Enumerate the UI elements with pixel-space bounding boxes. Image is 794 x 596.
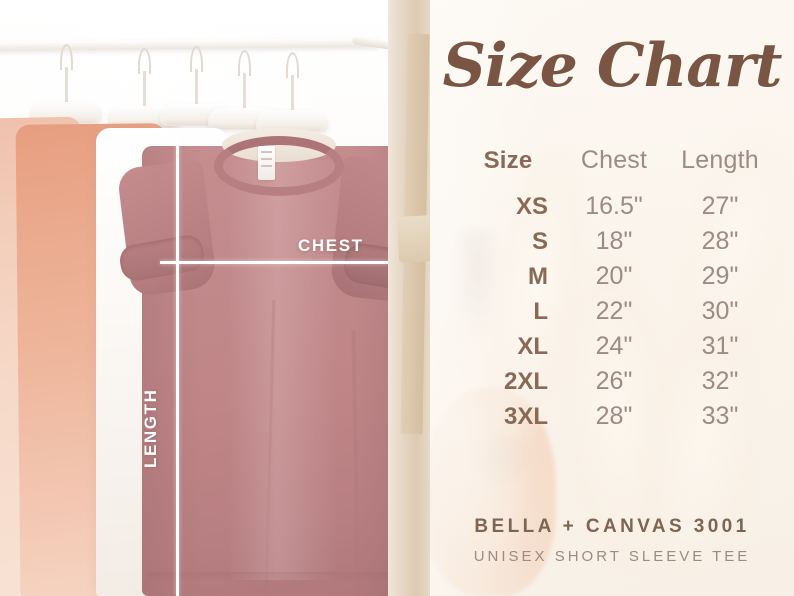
cell-chest: 28" <box>595 402 633 430</box>
cell-chest: 16.5" <box>585 192 643 220</box>
cell-size: S <box>531 228 548 255</box>
featured-tee <box>116 120 430 596</box>
cell-chest: 24" <box>595 332 633 360</box>
cell-length: 31" <box>701 332 739 360</box>
column-header-chest: Chest <box>580 146 648 174</box>
tee-highlight <box>228 160 338 580</box>
table-header-row: Size Chest Length <box>454 146 774 192</box>
product-photo: CHEST LENGTH <box>0 0 430 596</box>
length-label: LENGTH <box>141 388 160 468</box>
brand-name: BELLA + CANVAS 3001 <box>474 516 750 537</box>
cell-chest: 22" <box>595 297 633 325</box>
cell-length: 30" <box>701 297 739 325</box>
cell-length: 28" <box>701 227 739 255</box>
length-measurement-line <box>176 136 179 596</box>
table-row: M 20" 29" <box>454 262 774 297</box>
hanger-stem <box>65 67 68 105</box>
tee-care-tag <box>258 146 275 180</box>
hanger-hook-icon <box>190 46 203 72</box>
cell-length: 33" <box>701 402 739 430</box>
page-title: Size Chart <box>442 31 783 101</box>
hanger-hook-icon <box>60 44 73 70</box>
cell-chest: 26" <box>595 367 633 395</box>
cell-chest: 18" <box>595 227 633 255</box>
hanger-hook-icon <box>138 48 151 74</box>
hanger-bar <box>256 110 328 132</box>
column-header-length: Length <box>681 146 759 174</box>
cell-length: 27" <box>701 192 739 220</box>
hanger-stem <box>195 69 198 107</box>
chest-measurement-line <box>160 261 388 264</box>
cell-size: L <box>533 298 548 325</box>
hanger-stem <box>143 71 146 109</box>
cell-size: XL <box>517 333 548 360</box>
cell-length: 29" <box>701 262 739 290</box>
hanger-hook-icon <box>286 52 299 78</box>
table-row: 2XL 26" 32" <box>454 367 774 402</box>
table-row: L 22" 30" <box>454 297 774 332</box>
cell-size: M <box>528 263 548 290</box>
size-table: Size Chest Length XS 16.5" 27" S 18" 28"… <box>454 146 774 437</box>
column-header-size: Size <box>483 147 533 174</box>
panel-overlay <box>430 0 794 596</box>
tee-collar <box>214 136 344 196</box>
tee-hem <box>148 572 404 582</box>
hanger-stem <box>243 73 246 111</box>
cell-length: 32" <box>701 367 739 395</box>
hanger-hook-icon <box>238 50 251 76</box>
cell-chest: 20" <box>595 262 633 290</box>
frame-strap <box>396 215 430 263</box>
hanger-stem <box>291 75 294 113</box>
cell-size: XS <box>515 193 548 220</box>
table-row: S 18" 28" <box>454 227 774 262</box>
product-description: UNISEX SHORT SLEEVE TEE <box>473 548 751 565</box>
table-row: XS 16.5" 27" <box>454 192 774 227</box>
chest-label: CHEST <box>298 236 364 255</box>
cell-size: 3XL <box>503 403 548 430</box>
cell-size: 2XL <box>503 368 548 395</box>
table-row: 3XL 28" 33" <box>454 402 774 437</box>
table-row: XL 24" 31" <box>454 332 774 367</box>
size-chart-panel: Size Chart Size Chest Length XS 16.5" 27… <box>430 0 794 596</box>
